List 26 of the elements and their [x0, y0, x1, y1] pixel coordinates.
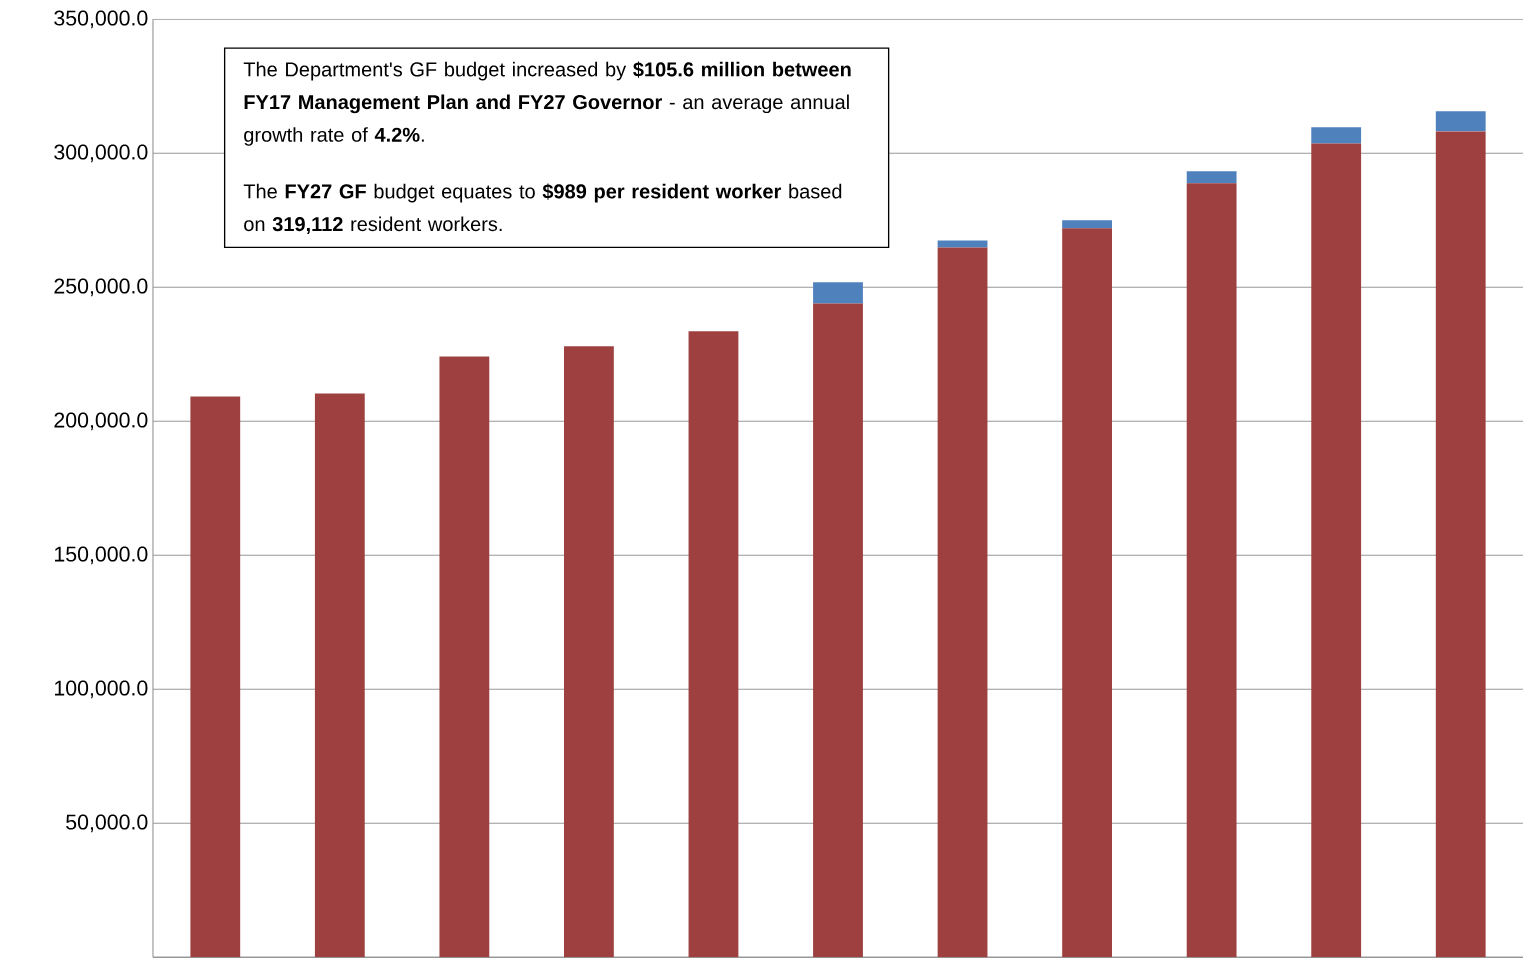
bar: [439, 356, 490, 958]
bar: [813, 282, 863, 304]
bar: [314, 393, 365, 958]
bar: [813, 303, 863, 958]
bar: [564, 346, 614, 958]
bar: [937, 247, 988, 958]
bar: [1311, 143, 1362, 958]
y-tick-label: 50,000.0: [66, 814, 148, 833]
bar: [1062, 228, 1112, 958]
y-tick-label: 100,000.0: [55, 680, 148, 699]
bar: [1435, 131, 1486, 958]
bar: [190, 396, 241, 958]
y-tick-label: 150,000.0: [55, 546, 148, 565]
bar: [1186, 171, 1237, 184]
text: The FY27 GF budget equates to $989 per resident worker based on 319,112 resident workers.: [243, 183, 842, 235]
y-tick-label: 350,000.0: [54, 10, 148, 29]
y-tick-label: 250,000.0: [54, 278, 148, 297]
text: The Department's GF budget increased by $105.6 million between FY17 Management Plan and FY27 Governor - an average annual growth rate of 4.2%.: [243, 61, 851, 146]
bar: [937, 240, 988, 248]
y-tick-label: 200,000.0: [54, 412, 148, 431]
bar: [1435, 111, 1486, 132]
bar: [1186, 183, 1237, 958]
bar: [1062, 220, 1112, 229]
y-tick-label: 300,000.0: [54, 144, 148, 163]
bar: [688, 331, 739, 958]
bar: [1311, 127, 1362, 144]
